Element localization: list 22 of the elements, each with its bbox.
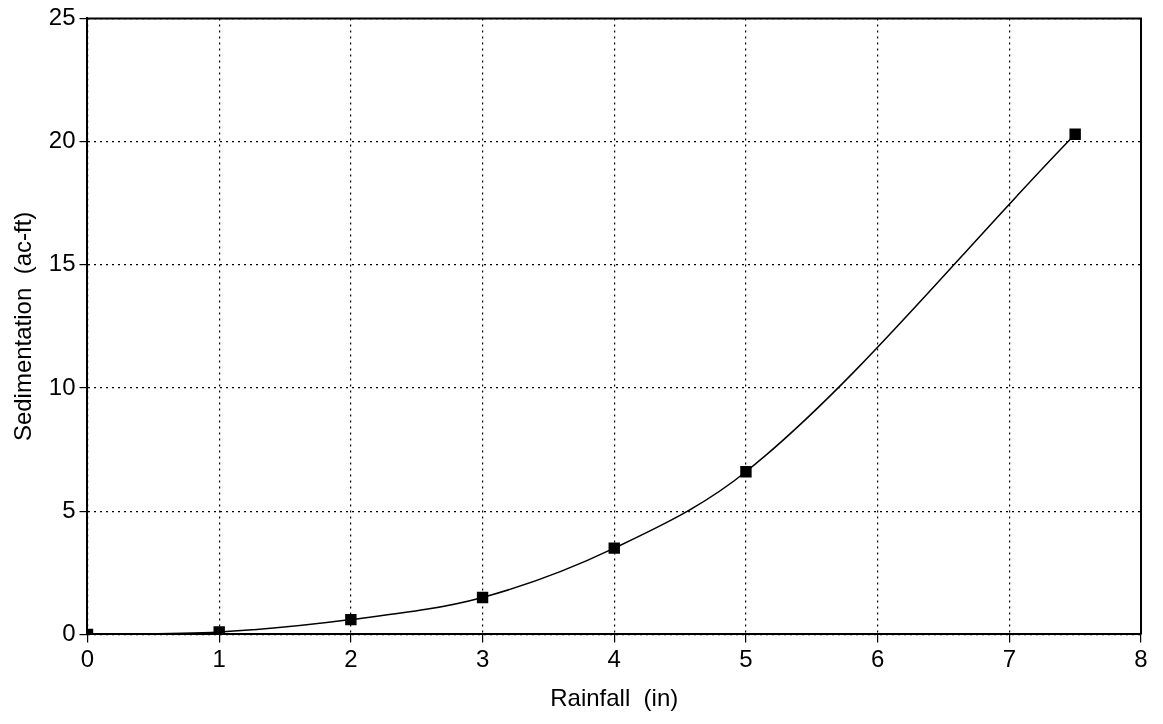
x-tick-label: 2 [344,645,358,673]
y-tick-label: 0 [62,619,76,647]
x-tick-label: 7 [1002,645,1016,673]
y-tick-label: 25 [48,3,76,31]
x-axis-title: Rainfall (in) [550,684,679,712]
point [345,613,357,626]
y-tick-label: 15 [48,249,76,277]
x-tick-label: 5 [739,645,753,673]
x-tick-label: 8 [1134,645,1148,673]
x-tick-label: 4 [607,645,621,673]
point [476,591,489,604]
point [740,466,752,478]
x-tick-label: 3 [475,645,490,673]
x-tick-label: 6 [870,645,885,673]
y-tick-label: 10 [48,372,76,400]
y-tick-label: 5 [62,495,76,523]
x-tick-label: 1 [212,645,226,673]
point [1069,128,1081,140]
point [608,542,620,554]
y-axis-title: Sedimentation (ac-ft) [9,211,37,442]
y-tick-label: 20 [48,126,76,154]
x-tick-label: 0 [80,645,95,673]
